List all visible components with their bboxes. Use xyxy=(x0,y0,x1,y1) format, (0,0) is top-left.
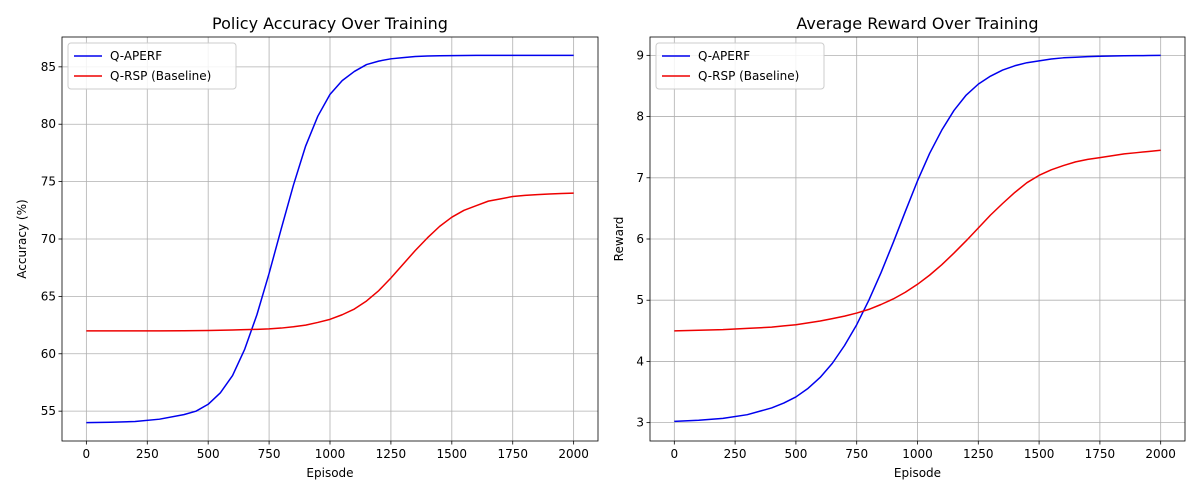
y-tick-label: 60 xyxy=(41,347,56,361)
x-tick-label: 1750 xyxy=(1085,447,1116,461)
y-tick-label: 5 xyxy=(636,293,644,307)
x-tick-label: 1250 xyxy=(376,447,407,461)
chart-title: Policy Accuracy Over Training xyxy=(212,14,448,33)
series-line-2 xyxy=(674,149,1161,332)
x-tick-label: 1250 xyxy=(963,447,994,461)
y-tick-label: 9 xyxy=(636,48,644,62)
legend-label-2: Q-RSP (Baseline) xyxy=(698,69,799,83)
x-tick-label: 250 xyxy=(724,447,747,461)
y-tick-label: 75 xyxy=(41,175,56,189)
legend-label-1: Q-APERF xyxy=(110,49,162,63)
x-tick-label: 2000 xyxy=(1145,447,1176,461)
x-tick-label: 1500 xyxy=(437,447,468,461)
x-tick-label: 1000 xyxy=(315,447,346,461)
x-tick-label: 2000 xyxy=(558,447,589,461)
chart-panel-1: 0 250 500 750 1000 1250 1500 1750 2000 55 60 65 70 75… xyxy=(15,14,599,480)
x-tick-label: 1000 xyxy=(902,447,933,461)
x-tick-label: 500 xyxy=(784,447,807,461)
series-line-1 xyxy=(86,54,574,424)
x-tick-label: 750 xyxy=(258,447,281,461)
legend-box xyxy=(655,42,825,90)
y-tick-label: 65 xyxy=(41,289,56,303)
x-axis-label: Episode xyxy=(894,466,941,480)
x-axis-label: Episode xyxy=(306,466,353,480)
legend: Q-APERF Q-RSP (Baseline) xyxy=(655,42,825,90)
x-tick-label: 500 xyxy=(197,447,220,461)
series-line-2 xyxy=(86,192,574,332)
x-tick-label: 1750 xyxy=(497,447,528,461)
y-tick-label: 6 xyxy=(636,232,644,246)
y-axis-label: Accuracy (%) xyxy=(15,199,29,278)
legend: Q-APERF Q-RSP (Baseline) xyxy=(67,42,237,90)
legend-label-1: Q-APERF xyxy=(698,49,750,63)
y-tick-label: 70 xyxy=(41,232,56,246)
chart-panel-2: 0 250 500 750 1000 1250 1500 1750 2000 3 4 5 6 7 8 9 Ave… xyxy=(612,14,1186,480)
x-tick-label: 0 xyxy=(83,447,91,461)
x-tick-label: 0 xyxy=(670,447,678,461)
y-tick-label: 85 xyxy=(41,60,56,74)
legend-box xyxy=(67,42,237,90)
legend-label-2: Q-RSP (Baseline) xyxy=(110,69,211,83)
y-axis-label: Reward xyxy=(612,217,626,262)
y-tick-label: 3 xyxy=(636,416,644,430)
y-tick-label: 55 xyxy=(41,404,56,418)
chart-title: Average Reward Over Training xyxy=(796,14,1038,33)
y-tick-label: 7 xyxy=(636,171,644,185)
y-tick-label: 80 xyxy=(41,117,56,131)
y-tick-label: 4 xyxy=(636,354,644,368)
series-line-1 xyxy=(674,54,1161,423)
x-tick-label: 250 xyxy=(136,447,159,461)
y-tick-label: 8 xyxy=(636,110,644,124)
x-tick-label: 750 xyxy=(845,447,868,461)
x-tick-label: 1500 xyxy=(1024,447,1055,461)
